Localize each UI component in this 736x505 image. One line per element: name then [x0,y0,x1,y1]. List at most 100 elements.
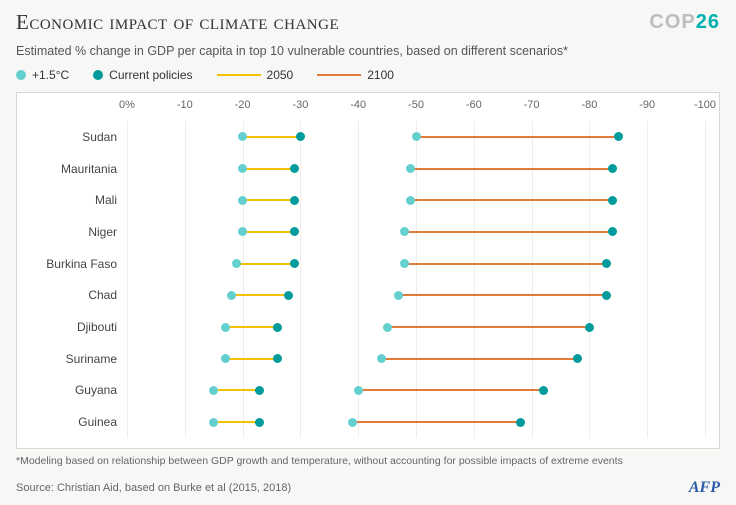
dot-a-2100 [377,354,386,363]
x-tick-label: -50 [408,99,424,111]
dot-b-2050 [273,323,282,332]
dot-b-2050 [284,291,293,300]
country-label: Suriname [17,352,117,366]
chart-frame: Economic impact of climate change COP26 … [0,0,736,505]
bar-2100 [352,421,520,423]
cop-number: 26 [696,11,720,33]
legend-year-a: 2050 [217,68,294,82]
dot-b-2100 [608,196,617,205]
dot-b-2050 [273,354,282,363]
legend-line-2050 [217,74,261,76]
dot-a-2100 [383,323,392,332]
legend: +1.5°C Current policies 2050 2100 [16,68,394,82]
legend-scenario-b: Current policies [93,68,192,82]
dot-a-2050 [221,354,230,363]
dot-b-2100 [539,386,548,395]
bar-2100 [404,231,612,233]
dot-a-2050 [221,323,230,332]
source-text: Source: Christian Aid, based on Burke et… [16,482,291,494]
dot-b-2050 [290,227,299,236]
country-label: Guyana [17,383,117,397]
bar-2050 [225,358,277,360]
dot-a-2100 [354,386,363,395]
legend-label-b: Current policies [109,68,192,82]
dot-b-2100 [602,259,611,268]
dot-b-2100 [608,227,617,236]
dot-a-2050 [209,418,218,427]
dot-b-2050 [296,132,305,141]
country-label: Burkina Faso [17,257,117,271]
dot-b-2100 [585,323,594,332]
country-label: Mauritania [17,162,117,176]
country-label: Niger [17,225,117,239]
gridline [705,121,706,438]
country-label: Djibouti [17,320,117,334]
bar-2100 [410,168,612,170]
bar-2050 [214,389,260,391]
x-tick-label: -100 [694,99,716,111]
x-axis: 0%-10-20-30-40-50-60-70-80-90-100 [127,99,705,117]
dot-b-2050 [255,386,264,395]
source-row: Source: Christian Aid, based on Burke et… [16,479,720,497]
bar-2100 [381,358,578,360]
dot-a-2050 [227,291,236,300]
x-tick-label: -70 [524,99,540,111]
dot-b-2100 [573,354,582,363]
country-label: Sudan [17,130,117,144]
bar-2100 [358,389,543,391]
bar-2050 [243,136,301,138]
x-tick-label: 0% [119,99,135,111]
legend-scenario-a: +1.5°C [16,68,69,82]
bar-2050 [243,168,295,170]
legend-label-2050: 2050 [267,68,294,82]
dot-a-2050 [238,132,247,141]
dot-b-2050 [290,259,299,268]
gridline [185,121,186,438]
dot-b-2100 [608,164,617,173]
plot-area: SudanMauritaniaMaliNigerBurkina FasoChad… [127,121,705,438]
country-label: Chad [17,288,117,302]
afp-logo: AFP [689,479,720,497]
gridline [647,121,648,438]
gridline [300,121,301,438]
dot-b-2100 [602,291,611,300]
bar-2100 [399,294,607,296]
footnote: *Modeling based on relationship between … [16,455,623,467]
dot-a-2100 [400,259,409,268]
cop26-logo: COP26 [649,11,720,34]
bar-2050 [231,294,289,296]
x-tick-label: -40 [350,99,366,111]
legend-dot-b [93,70,103,80]
country-label: Guinea [17,415,117,429]
main-title: Economic impact of climate change [16,10,339,35]
title-row: Economic impact of climate change COP26 [16,10,720,35]
x-tick-label: -80 [581,99,597,111]
x-tick-label: -60 [466,99,482,111]
bar-2050 [243,231,295,233]
dot-a-2100 [348,418,357,427]
bar-2100 [404,263,606,265]
dot-b-2050 [255,418,264,427]
x-tick-label: -20 [235,99,251,111]
x-tick-label: -10 [177,99,193,111]
bar-2050 [243,199,295,201]
dot-b-2050 [290,196,299,205]
dot-a-2050 [209,386,218,395]
country-label: Mali [17,193,117,207]
dot-a-2100 [406,196,415,205]
bar-2100 [410,199,612,201]
legend-label-a: +1.5°C [32,68,69,82]
dot-a-2100 [412,132,421,141]
dot-b-2100 [614,132,623,141]
bar-2100 [416,136,618,138]
legend-label-2100: 2100 [367,68,394,82]
dot-a-2100 [406,164,415,173]
subtitle: Estimated % change in GDP per capita in … [16,44,568,58]
bar-2050 [214,421,260,423]
x-tick-label: -30 [292,99,308,111]
dot-b-2100 [516,418,525,427]
dot-a-2100 [400,227,409,236]
dot-a-2050 [238,164,247,173]
dot-a-2050 [232,259,241,268]
dot-a-2050 [238,227,247,236]
